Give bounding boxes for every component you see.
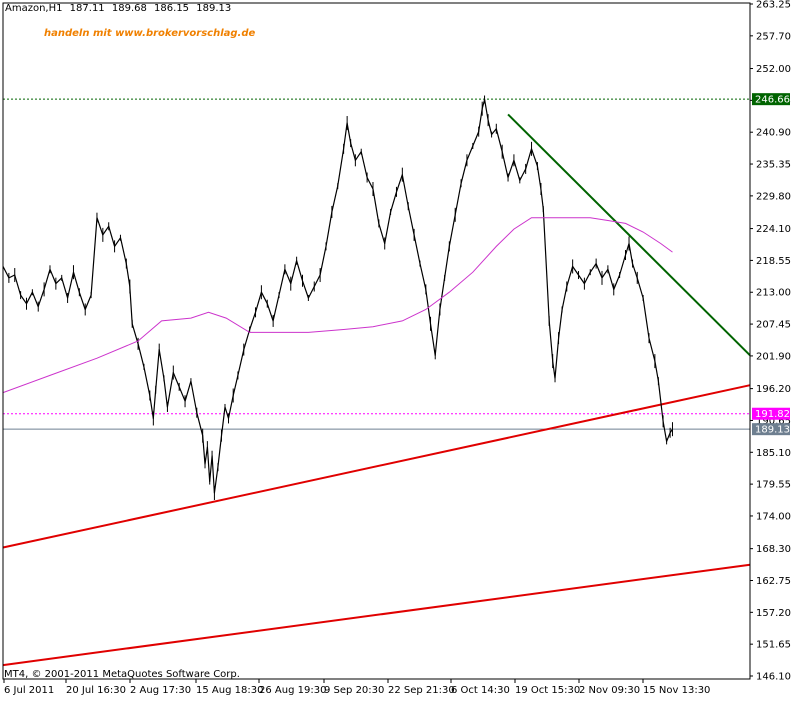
- high-value: 189.68: [111, 3, 147, 14]
- y-tick-label: 196.20: [756, 384, 791, 395]
- y-tick-label: 157.20: [756, 608, 791, 619]
- price-label-text: 191.82: [755, 409, 790, 420]
- x-tick-label: 9 Sep 20:30: [324, 685, 384, 696]
- x-tick-label: 15 Nov 13:30: [643, 685, 710, 696]
- price-series: [2, 95, 673, 501]
- y-tick-label: 218.55: [756, 256, 791, 267]
- price-label-box: [752, 93, 790, 106]
- x-tick-label: 15 Aug 18:30: [196, 685, 263, 696]
- y-tick-label: 146.10: [756, 672, 791, 683]
- y-tick-label: 229.80: [756, 191, 791, 202]
- price-label-text: 246.66: [755, 95, 790, 106]
- trendline-lower-support: [2, 563, 751, 667]
- y-axis: 263.25257.70252.00246.45240.90235.35229.…: [750, 0, 791, 683]
- y-tick-label: 151.65: [756, 640, 791, 651]
- trendline-support: [2, 384, 751, 549]
- x-tick-label: 22 Sep 21:30: [388, 685, 455, 696]
- price-line: [2, 98, 673, 494]
- y-tick-label: 235.35: [756, 160, 791, 171]
- price-label-text: 189.13: [755, 425, 790, 436]
- chart-header: Amazon,H1 187.11 189.68 186.15 189.13: [5, 3, 231, 14]
- x-axis: 6 Jul 2011 20 Jul 16:30 2 Aug 17:30 15 Aug …: [3, 679, 710, 696]
- x-tick-label: 20 Jul 16:30: [66, 685, 126, 696]
- y-tick-label: 179.55: [756, 480, 791, 491]
- y-tick-label: 174.00: [756, 511, 791, 522]
- close-value: 189.13: [196, 3, 232, 14]
- x-tick-label: 2 Nov 09:30: [579, 685, 640, 696]
- y-tick-label: 190.65: [756, 416, 791, 427]
- plot-border: [2, 2, 751, 680]
- y-tick-label: 207.45: [756, 320, 791, 331]
- symbol-label: Amazon,H1: [5, 3, 63, 14]
- y-tick-label: 201.90: [756, 351, 791, 362]
- y-tick-label: 257.70: [756, 31, 791, 42]
- y-tick-label: 213.00: [756, 288, 791, 299]
- y-tick-label: 224.10: [756, 224, 791, 235]
- copyright-text: MT4, © 2001-2011 MetaQuotes Software Cor…: [4, 669, 240, 680]
- trendline-resistance: [507, 113, 751, 357]
- price-label-box: [752, 407, 790, 420]
- x-tick-label: 6 Oct 14:30: [451, 685, 510, 696]
- y-tick-label: 185.10: [756, 448, 791, 459]
- y-tick-label: 263.25: [756, 0, 791, 11]
- moving-average-line: [2, 217, 673, 394]
- x-tick-label: 2 Aug 17:30: [130, 685, 191, 696]
- trendlines: [2, 113, 751, 667]
- open-value: 187.11: [69, 3, 105, 14]
- watermark-text: handeln mit www.brokervorschlag.de: [44, 28, 256, 39]
- x-tick-label: 6 Jul 2011: [4, 685, 54, 696]
- x-tick-label: 26 Aug 19:30: [259, 685, 326, 696]
- y-tick-label: 252.00: [756, 64, 791, 75]
- horizontal-levels: [3, 98, 750, 430]
- price-labels: 246.66 191.82 189.13: [752, 93, 790, 436]
- low-value: 186.15: [154, 3, 190, 14]
- price-label-box: [752, 423, 790, 436]
- y-tick-label: 162.75: [756, 576, 791, 587]
- y-tick-label: 168.30: [756, 544, 791, 555]
- y-tick-label: 240.90: [756, 128, 791, 139]
- x-tick-label: 19 Oct 15:30: [515, 685, 580, 696]
